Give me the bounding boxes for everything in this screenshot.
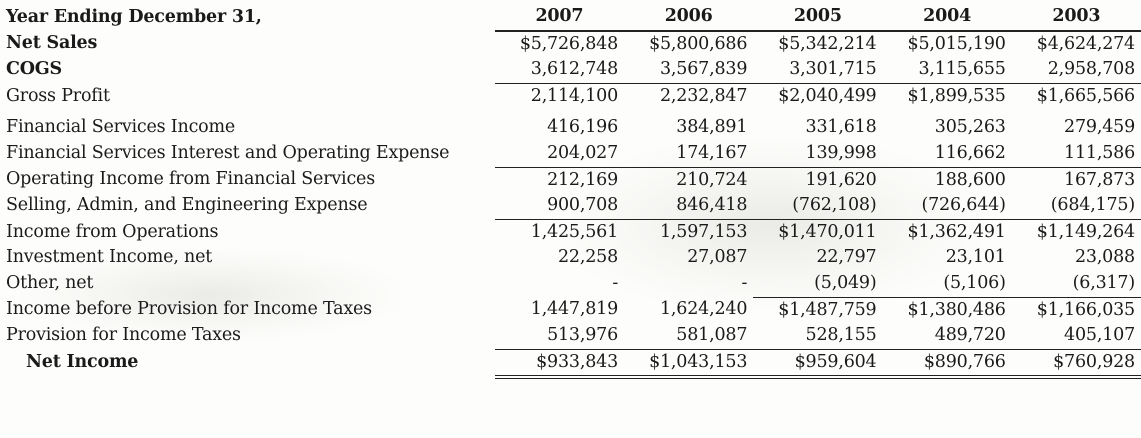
cell-2005: $2,040,499 (778, 85, 877, 106)
cell-2004: 305,263 (934, 117, 1006, 138)
cell-2007: 2,114,100 (530, 85, 619, 106)
cell-2007: 212,169 (547, 169, 619, 190)
row-label: Selling, Admin, and Engineering Expense (6, 195, 368, 216)
cell-2007: 416,196 (547, 117, 619, 138)
cell-2005: 22,797 (816, 247, 877, 268)
row-cogs: COGS 3,612,748 3,567,839 3,301,715 3,115… (6, 57, 1141, 84)
cell-2006: $1,043,153 (624, 349, 754, 380)
cell-2005: 3,301,715 (753, 57, 883, 84)
income-statement-table: Year Ending December 31, 2007 2006 2005 … (6, 4, 1141, 380)
row-gross-profit: Gross Profit 2,114,100 2,232,847 $2,040,… (6, 83, 1141, 109)
year-2006: 2006 (624, 4, 754, 32)
cell-2006: 581,087 (624, 323, 754, 350)
cell-2004: $1,899,535 (907, 85, 1006, 106)
row-label: Provision for Income Taxes (6, 325, 241, 346)
row-label: COGS (6, 59, 62, 80)
cell-2006: 210,724 (676, 169, 748, 190)
cell-2005: 528,155 (753, 323, 883, 350)
cell-2003: (684,175) (1011, 193, 1141, 220)
cell-2004: 489,720 (882, 323, 1012, 350)
cell-2007: 1,447,819 (530, 299, 619, 320)
cell-2005: $959,604 (753, 349, 883, 380)
row-operating-income-financial-services: Operating Income from Financial Services… (6, 167, 1141, 193)
cell-2007: 513,976 (494, 323, 625, 350)
year-2005: 2005 (753, 4, 883, 32)
cell-2005: 331,618 (805, 117, 877, 138)
cell-2005: $1,487,759 (778, 299, 877, 320)
cell-2006: $5,800,686 (649, 33, 748, 54)
row-financial-services-expense: Financial Services Interest and Operatin… (6, 140, 1141, 168)
cell-2004: $5,015,190 (907, 33, 1006, 54)
cell-2006: 1,597,153 (660, 221, 748, 242)
row-provision-income-taxes: Provision for Income Taxes 513,976 581,0… (6, 323, 1141, 350)
row-income-before-taxes: Income before Provision for Income Taxes… (6, 297, 1141, 323)
cell-2005: $5,342,214 (778, 33, 877, 54)
cell-2006: 2,232,847 (660, 85, 748, 106)
cell-2004: 116,662 (882, 140, 1012, 168)
year-2004: 2004 (882, 4, 1012, 32)
header-row: Year Ending December 31, 2007 2006 2005 … (6, 4, 1141, 32)
cell-2007: 900,708 (494, 193, 625, 220)
cell-2005: 191,620 (805, 169, 877, 190)
row-income-from-operations: Income from Operations 1,425,561 1,597,1… (6, 219, 1141, 245)
row-financial-services-income: Financial Services Income 416,196 384,89… (6, 109, 1141, 141)
row-investment-income: Investment Income, net 22,258 27,087 22,… (6, 245, 1141, 271)
cell-2006: 384,891 (676, 117, 748, 138)
row-net-income: Net Income $933,843 $1,043,153 $959,604 … (6, 349, 1141, 380)
cell-2006: - (741, 273, 748, 294)
year-2003: 2003 (1011, 4, 1141, 32)
cell-2003: (6,317) (1011, 270, 1141, 298)
row-selling-admin-engineering: Selling, Admin, and Engineering Expense … (6, 193, 1141, 220)
cell-2005: $1,470,011 (778, 221, 877, 242)
cell-2003: 23,088 (1074, 247, 1135, 268)
row-label: Other, net (6, 273, 94, 294)
cell-2006: 27,087 (687, 247, 748, 268)
row-label: Operating Income from Financial Services (6, 169, 375, 190)
cell-2007: $933,843 (494, 349, 625, 380)
year-2007: 2007 (494, 4, 625, 32)
row-label: Income from Operations (6, 221, 219, 242)
row-label: Net Income (26, 352, 139, 373)
cell-2007: 1,425,561 (530, 221, 619, 242)
cell-2003: 405,107 (1011, 323, 1141, 350)
cell-2006: 3,567,839 (624, 57, 754, 84)
cell-2004: 188,600 (934, 169, 1006, 190)
cell-2004: $1,362,491 (907, 221, 1006, 242)
cell-2003: $1,166,035 (1036, 299, 1135, 320)
cell-2007: 22,258 (557, 247, 619, 268)
row-label: Income before Provision for Income Taxes (6, 299, 372, 320)
cell-2007: 204,027 (494, 140, 625, 168)
header-label: Year Ending December 31, (6, 6, 262, 27)
row-label: Gross Profit (6, 85, 110, 106)
row-other-net: Other, net - - (5,049) (5,106) (6,317) (6, 270, 1141, 298)
cell-2004: 23,101 (945, 247, 1006, 268)
row-net-sales: Net Sales $5,726,848 $5,800,686 $5,342,2… (6, 31, 1141, 58)
row-label: Net Sales (6, 33, 98, 54)
row-label: Investment Income, net (6, 247, 213, 268)
cell-2003: $760,928 (1011, 349, 1141, 380)
cell-2007: $5,726,848 (519, 33, 619, 54)
cell-2005: (762,108) (753, 193, 883, 220)
cell-2005: (5,049) (753, 270, 883, 298)
cell-2003: 111,586 (1011, 140, 1141, 168)
cell-2004: (726,644) (882, 193, 1012, 220)
cell-2003: 2,958,708 (1011, 57, 1141, 84)
cell-2003: 279,459 (1064, 117, 1135, 138)
cell-2006: 174,167 (624, 140, 754, 168)
row-label: Financial Services Income (6, 117, 236, 138)
cell-2005: 139,998 (753, 140, 883, 168)
cell-2004: 3,115,655 (882, 57, 1012, 84)
cell-2007: 3,612,748 (494, 57, 625, 84)
cell-2004: $890,766 (882, 349, 1012, 380)
cell-2006: 1,624,240 (660, 299, 748, 320)
cell-2004: (5,106) (882, 270, 1012, 298)
cell-2003: 167,873 (1064, 169, 1135, 190)
row-label: Financial Services Interest and Operatin… (6, 143, 450, 164)
cell-2003: $1,149,264 (1036, 221, 1135, 242)
cell-2003: $1,665,566 (1036, 85, 1135, 106)
cell-2007: - (612, 273, 619, 294)
cell-2003: $4,624,274 (1036, 33, 1135, 54)
cell-2006: 846,418 (624, 193, 754, 220)
cell-2004: $1,380,486 (907, 299, 1006, 320)
